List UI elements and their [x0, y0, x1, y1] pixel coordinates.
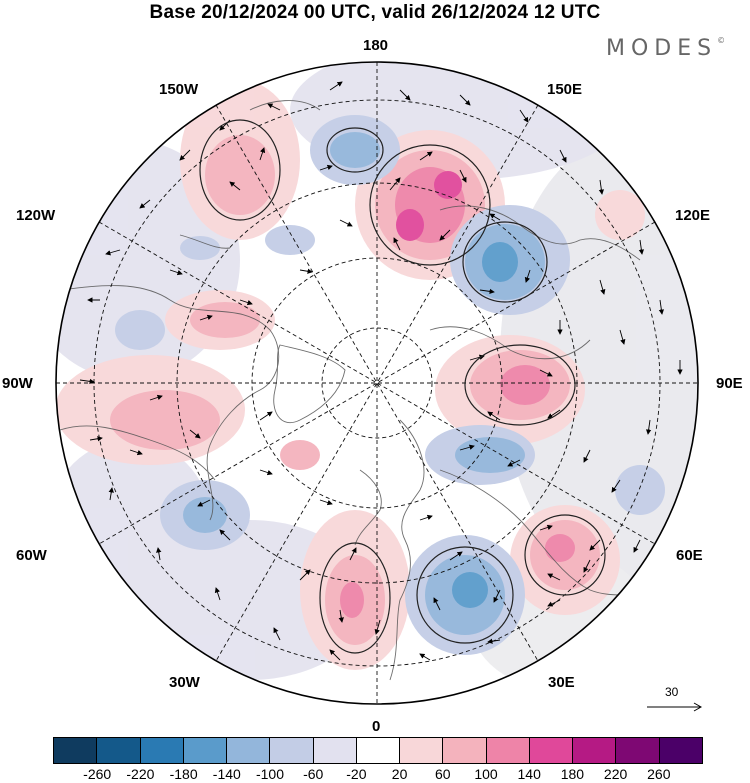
colorbar-tick-label: -180 [169, 766, 198, 782]
colorbar-swatch [573, 738, 617, 763]
lon-label-120w: 120W [16, 207, 56, 224]
lon-label-60e: 60E [676, 547, 703, 564]
brand-name: MODES [606, 36, 718, 61]
colorbar-tick-label: 60 [435, 766, 451, 782]
field-shading [56, 62, 698, 690]
lon-label-90w: 90W [2, 375, 33, 392]
brand-mark: © [717, 36, 726, 45]
lon-label-30e: 30E [548, 674, 575, 691]
reference-vector-arrow [647, 702, 703, 712]
colorbar-swatch [529, 738, 574, 763]
colorbar-swatch [443, 738, 487, 763]
lon-label-60w: 60W [16, 547, 47, 564]
colorbar-swatch [270, 738, 314, 763]
colorbar-swatches [53, 737, 703, 764]
colorbar-swatch [659, 738, 702, 763]
colorbar-tick-label: 260 [647, 766, 671, 782]
colorbar-tick-label: -140 [212, 766, 241, 782]
colorbar-swatch [227, 738, 271, 763]
map-border [55, 61, 699, 705]
colorbar-tick-label: -100 [255, 766, 285, 782]
colorbar [53, 737, 703, 764]
colorbar-tick-label: 180 [560, 766, 585, 782]
map-disk [56, 62, 698, 704]
map-title: Base 20/12/2024 00 UTC, valid 26/12/2024… [149, 2, 601, 23]
contour-lines [199, 119, 606, 654]
lon-label-150e: 150E [547, 81, 583, 98]
lon-label-150w: 150W [159, 81, 199, 98]
wind-vectors [79, 81, 683, 661]
lon-label-90e: 90E [716, 375, 743, 392]
colorbar-swatch [400, 738, 444, 763]
colorbar-swatch [183, 738, 228, 763]
colorbar-swatch [313, 738, 357, 763]
lon-label-120e: 120E [675, 207, 711, 224]
graticule [56, 62, 698, 704]
brand-logo: MODES© [606, 36, 725, 61]
colorbar-swatch [356, 738, 401, 763]
colorbar-ticks: -260 -220 -180 -140 -100 -60 -20 20 60 100 140 180 2… [54, 766, 702, 783]
lon-label-30w: 30W [169, 674, 200, 691]
colorbar-tick-label: -20 [346, 766, 367, 782]
colorbar-tick-label: -260 [83, 766, 112, 782]
colorbar-tick-label: -220 [126, 766, 155, 782]
colorbar-tick-label: 140 [517, 766, 541, 782]
reference-vector-label: 30 [665, 685, 679, 699]
colorbar-tick-label: 100 [474, 766, 498, 782]
colorbar-swatch [97, 738, 141, 763]
lon-label-0: 0 [372, 718, 381, 735]
colorbar-swatch [140, 738, 184, 763]
colorbar-tick-label: -60 [303, 766, 324, 782]
colorbar-tick-label: 220 [603, 766, 628, 782]
lon-label-180: 180 [363, 37, 389, 54]
colorbar-swatch [486, 738, 530, 763]
colorbar-swatch [54, 738, 98, 763]
colorbar-swatch [616, 738, 660, 763]
colorbar-tick-label: 20 [391, 766, 408, 782]
